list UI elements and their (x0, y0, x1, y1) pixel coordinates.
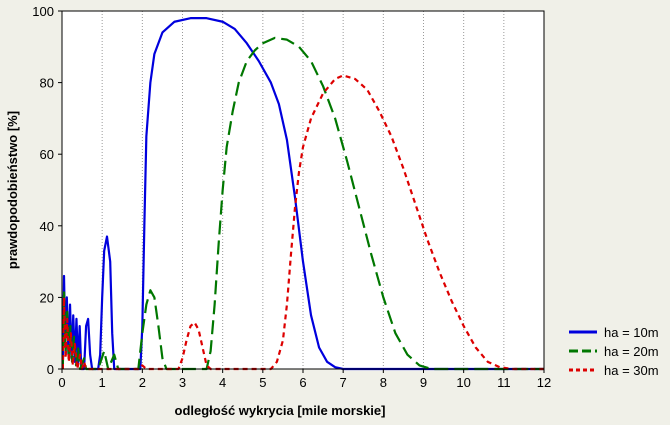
x-tick-label: 10 (456, 375, 470, 390)
x-tick-label: 5 (259, 375, 266, 390)
x-tick-label: 8 (380, 375, 387, 390)
legend-label-3: ha = 30m (604, 363, 659, 378)
x-tick-label: 0 (58, 375, 65, 390)
y-tick-label: 40 (40, 219, 54, 234)
legend: ha = 10m ha = 20m ha = 30m (569, 325, 659, 378)
y-axis-title: prawdopodobieństwo [%] (5, 111, 20, 269)
x-tick-label: 3 (179, 375, 186, 390)
legend-label-1: ha = 10m (604, 325, 659, 340)
x-tick-label: 9 (420, 375, 427, 390)
x-tick-label: 1 (99, 375, 106, 390)
y-tick-label: 60 (40, 147, 54, 162)
y-tick-label: 100 (32, 4, 54, 19)
x-tick-label: 11 (497, 375, 511, 390)
y-tick-label: 80 (40, 76, 54, 91)
y-tick-label: 0 (47, 362, 54, 377)
plot-area (62, 11, 544, 369)
x-tick-label: 7 (340, 375, 347, 390)
y-tick-label: 20 (40, 290, 54, 305)
legend-label-2: ha = 20m (604, 344, 659, 359)
x-axis-title: odległość wykrycia [mile morskie] (175, 403, 386, 418)
x-tick-label: 2 (139, 375, 146, 390)
x-tick-label: 4 (219, 375, 226, 390)
x-tick-label: 12 (537, 375, 551, 390)
x-tick-label: 6 (299, 375, 306, 390)
